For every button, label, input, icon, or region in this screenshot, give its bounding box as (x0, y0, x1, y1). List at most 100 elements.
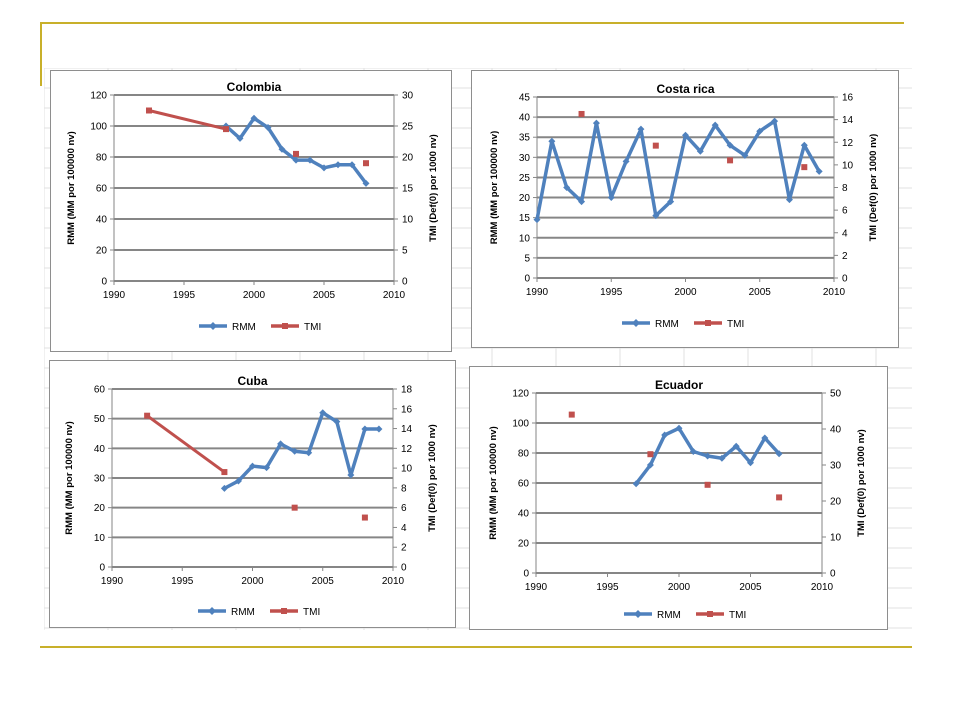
data-point-rmm (800, 141, 808, 149)
data-point-rmm (319, 409, 327, 417)
data-point-rmm (291, 447, 299, 455)
data-point-rmm (761, 434, 769, 442)
y-left-tick-label: 80 (518, 449, 530, 460)
legend-marker-tmi (707, 611, 713, 617)
y-left-tick-label: 0 (99, 563, 105, 574)
y-right-tick-label: 0 (842, 274, 848, 285)
y-right-tick-label: 18 (401, 385, 413, 396)
chart-title: Ecuador (655, 378, 703, 392)
data-point-rmm (361, 425, 369, 433)
data-point-rmm (815, 167, 823, 175)
data-point-tmi (361, 514, 368, 521)
y-left-axis-title: RMM (MM por 100000 nv) (64, 421, 75, 535)
y-left-tick-label: 30 (94, 474, 106, 485)
y-right-tick-label: 25 (402, 122, 414, 133)
series-line-tmi (146, 414, 226, 474)
y-left-tick-label: 40 (94, 444, 106, 455)
chart-ecuador[interactable]: Ecuador 0 20 40 60 80 100 120 0 10 20 30 40 50 1990 199… (469, 366, 888, 630)
y-right-tick-label: 14 (842, 115, 854, 126)
y-right-tick-label: 10 (401, 464, 413, 475)
y-right-axis-title: TMI (Def(0) por 1000 nv) (427, 424, 438, 532)
x-tick-label: 2000 (668, 582, 691, 593)
data-point-rmm (278, 145, 286, 153)
y-left-tick-label: 20 (519, 193, 531, 204)
series-line-tmi (148, 109, 227, 131)
x-tick-label: 1995 (600, 287, 623, 298)
series-line-rmm (223, 410, 379, 490)
data-point-rmm (362, 179, 370, 187)
data-point-rmm (775, 450, 783, 458)
legend-marker-rmm (632, 319, 640, 327)
chart-title: Costa rica (656, 82, 714, 96)
chart-cuba[interactable]: Cuba 0 10 20 30 40 50 60 0 2 4 6 8 10 12 14 16 18 1990 1995… (49, 360, 456, 628)
y-left-tick-label: 45 (519, 93, 531, 104)
data-point-tmi (727, 157, 734, 164)
data-point-rmm (741, 151, 749, 159)
x-tick-label: 2010 (382, 576, 405, 587)
data-point-rmm (305, 449, 313, 457)
y-right-tick-label: 6 (401, 503, 407, 514)
y-right-tick-label: 15 (402, 184, 414, 195)
bottom-rule (40, 646, 912, 648)
y-left-tick-label: 20 (96, 246, 108, 257)
data-point-tmi (146, 107, 152, 114)
data-point-rmm (578, 198, 586, 206)
data-point-rmm (220, 484, 228, 492)
y-right-tick-label: 20 (402, 153, 414, 164)
legend-label-tmi: TMI (303, 607, 320, 618)
legend-label-rmm: RMM (231, 607, 255, 618)
series-line-rmm (535, 119, 821, 221)
data-point-rmm (592, 119, 600, 127)
y-left-tick-label: 5 (524, 253, 530, 264)
legend-label-tmi: TMI (729, 610, 746, 621)
y-left-tick-label: 100 (512, 419, 529, 430)
legend-marker-tmi (705, 320, 711, 326)
chart-title: Colombia (227, 80, 282, 94)
y-right-tick-label: 30 (830, 461, 842, 472)
y-left-tick-label: 35 (519, 133, 531, 144)
data-point-rmm (704, 452, 712, 460)
y-right-tick-label: 10 (842, 160, 854, 171)
y-right-tick-label: 5 (402, 246, 408, 257)
data-point-tmi (776, 494, 783, 501)
x-tick-label: 1995 (171, 576, 194, 587)
chart-colombia[interactable]: Colombia 0 20 40 60 80 100 120 0 5 10 15 20 25 30 1990 1… (50, 70, 452, 352)
x-tick-label: 2005 (312, 576, 335, 587)
y-left-tick-label: 40 (518, 509, 530, 520)
data-point-tmi (221, 469, 228, 476)
data-point-rmm (375, 425, 383, 433)
legend-label-tmi: TMI (304, 322, 321, 333)
data-point-tmi (223, 126, 229, 133)
data-point-rmm (622, 157, 630, 165)
chart-costa-rica[interactable]: Costa rica 0 5 10 15 20 25 30 35 40 45 0 2 4 6 8 10 12 14 1… (471, 70, 899, 348)
x-tick-label: 2010 (811, 582, 834, 593)
y-left-tick-label: 40 (519, 113, 531, 124)
data-point-tmi (568, 411, 575, 418)
data-point-rmm (249, 462, 256, 470)
data-point-rmm (348, 161, 356, 169)
data-point-tmi (293, 150, 299, 157)
data-point-rmm (732, 442, 740, 450)
x-tick-label: 2000 (241, 576, 264, 587)
y-right-tick-label: 0 (402, 277, 408, 288)
y-left-tick-label: 60 (94, 385, 106, 396)
data-point-rmm (334, 161, 342, 169)
y-right-tick-label: 14 (401, 424, 413, 435)
y-right-tick-label: 12 (401, 444, 413, 455)
data-point-rmm (637, 125, 645, 133)
data-point-rmm (264, 124, 272, 132)
x-tick-label: 2005 (749, 287, 772, 298)
data-point-rmm (563, 184, 571, 191)
data-point-rmm (675, 424, 683, 432)
y-left-tick-label: 100 (90, 122, 107, 133)
data-point-tmi (291, 504, 298, 511)
data-point-rmm (726, 141, 734, 149)
y-left-tick-label: 0 (101, 277, 107, 288)
legend-label-tmi: TMI (727, 319, 744, 330)
y-right-tick-label: 10 (402, 215, 414, 226)
top-rule (40, 22, 904, 24)
x-tick-label: 1995 (596, 582, 619, 593)
y-right-tick-label: 6 (842, 206, 848, 217)
y-right-tick-label: 30 (402, 91, 414, 102)
y-left-axis-title: RMM (MM por 100000 nv) (489, 131, 500, 245)
